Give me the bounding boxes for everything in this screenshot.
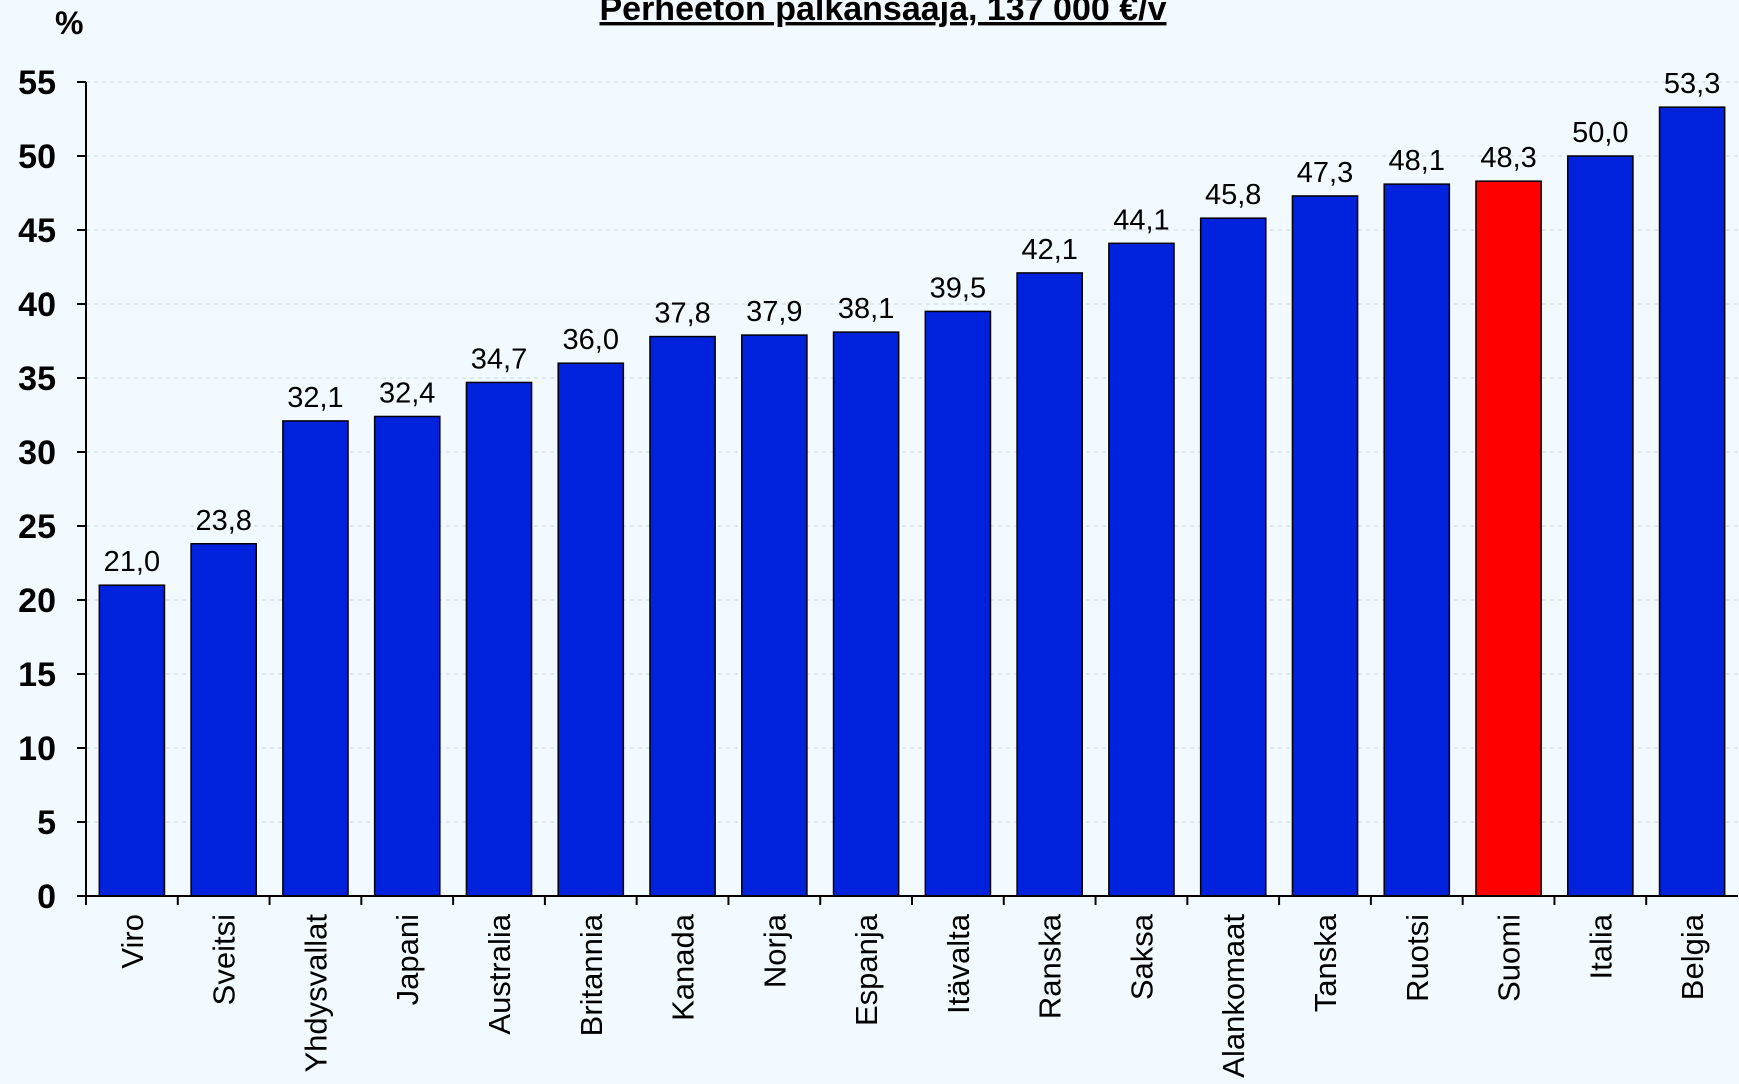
x-tick-label: Norja — [757, 913, 792, 988]
bar-itävalta — [924, 310, 992, 897]
data-label: 53,3 — [1664, 68, 1720, 100]
y-tick-label: 50 — [18, 138, 56, 176]
x-tick-label: Viro — [115, 914, 150, 969]
y-tick-label: 40 — [18, 286, 56, 324]
x-tick-label: Tanska — [1308, 913, 1343, 1012]
bar-norja — [741, 334, 808, 897]
bar-alankomaat — [1199, 217, 1267, 897]
y-tick-label: 10 — [18, 730, 56, 768]
data-label: 42,1 — [1021, 234, 1077, 266]
x-tick-label: Saksa — [1124, 913, 1159, 1000]
data-label: 48,3 — [1480, 142, 1536, 174]
data-label: 45,8 — [1205, 179, 1261, 211]
y-tick-label: 35 — [18, 360, 56, 398]
data-label: 37,9 — [746, 296, 802, 328]
y-tick-label: 25 — [18, 508, 56, 546]
x-tick-label: Japani — [390, 914, 425, 1005]
bar-saksa — [1108, 242, 1175, 897]
bar-britannia — [557, 362, 625, 897]
bar-espanja — [832, 331, 900, 897]
bar-tanska — [1291, 195, 1359, 897]
x-tick-label: Italia — [1583, 913, 1618, 979]
data-label: 50,0 — [1572, 117, 1628, 149]
x-tick-label: Yhdysvallat — [298, 914, 333, 1073]
bar-suomi — [1475, 180, 1542, 897]
axes — [77, 81, 1738, 905]
bar-yhdysvallat — [282, 420, 349, 897]
data-labels: 21,0 23,8 32,1 32,4 34,7 36,0 37,8 37,9 38,1 39,5… — [104, 68, 1721, 578]
data-label: 44,1 — [1113, 204, 1169, 236]
x-tick-label: Australia — [482, 913, 517, 1034]
bar-belgia — [1658, 106, 1726, 897]
bar-australia — [465, 381, 533, 897]
bar-sveitsi — [190, 543, 257, 897]
y-tick-label: 45 — [18, 212, 56, 250]
data-label: 32,4 — [379, 377, 435, 409]
x-tick-label: Sveitsi — [207, 914, 242, 1005]
chart-title: Perheetön palkansaaja, 137 000 €/v — [599, 0, 1166, 28]
y-tick-labels: 0 5 10 15 20 25 30 35 40 45 50 55 — [18, 64, 56, 916]
x-tick-label: Alankomaat — [1216, 914, 1251, 1078]
x-tick-label: Kanada — [666, 913, 701, 1021]
x-tick-label: Ranska — [1033, 913, 1068, 1019]
x-tick-label: Itävalta — [941, 913, 976, 1014]
bar-ruotsi — [1383, 183, 1451, 897]
y-tick-label: 0 — [37, 878, 56, 916]
y-tick-label: 55 — [18, 64, 56, 102]
data-label: 38,1 — [838, 293, 894, 325]
data-label: 47,3 — [1297, 157, 1353, 189]
y-tick-label: 15 — [18, 656, 56, 694]
y-tick-label: 30 — [18, 434, 56, 472]
x-tick-label: Ruotsi — [1400, 914, 1435, 1002]
x-tick-label: Suomi — [1492, 914, 1527, 1002]
bar-viro — [98, 584, 166, 897]
bar-ranska — [1016, 272, 1083, 897]
x-tick-label: Britannia — [574, 913, 609, 1036]
data-label: 32,1 — [287, 382, 343, 414]
bar-japani — [373, 415, 441, 897]
x-tick-label: Belgia — [1675, 913, 1710, 1000]
x-tick-labels: Viro Sveitsi Yhdysvallat Japani Australia Bri… — [115, 913, 1710, 1077]
data-label: 48,1 — [1389, 145, 1445, 177]
y-axis-unit-label: % — [55, 5, 83, 41]
gridlines — [86, 81, 1738, 823]
data-label: 37,8 — [654, 298, 710, 330]
data-label: 23,8 — [195, 505, 251, 537]
y-tick-label: 20 — [18, 582, 56, 620]
bar-kanada — [649, 335, 716, 897]
data-label: 36,0 — [563, 324, 619, 356]
data-label: 21,0 — [104, 546, 160, 578]
x-tick-label: Espanja — [849, 913, 884, 1026]
data-label: 39,5 — [930, 272, 986, 304]
y-tick-label: 5 — [37, 804, 56, 842]
bars — [98, 106, 1726, 897]
bar-italia — [1567, 155, 1634, 897]
data-label: 34,7 — [471, 343, 527, 375]
